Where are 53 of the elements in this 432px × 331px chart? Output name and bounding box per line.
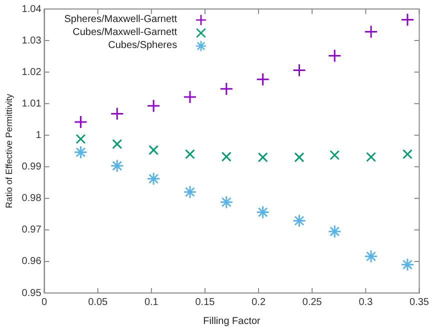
x-tick-label: 0.1: [144, 296, 159, 308]
y-tick-label: 1: [36, 130, 42, 141]
point: [183, 90, 197, 104]
point: [74, 115, 88, 129]
point: [400, 12, 414, 26]
point: [364, 250, 378, 264]
point: [110, 107, 124, 121]
point: [294, 152, 304, 162]
x-tick-label: 0: [41, 296, 48, 308]
legend-label: Spheres/Maxwell-Garnett: [64, 14, 178, 25]
point: [364, 24, 378, 38]
point: [220, 195, 234, 209]
legend-label: Cubes/Maxwell-Garnett: [72, 27, 178, 38]
point: [112, 139, 122, 150]
x-axis-title: Filling Factor: [203, 316, 262, 327]
y-tick-label: 0.97: [22, 224, 42, 236]
point: [292, 63, 306, 77]
x-tick-label: 0.15: [195, 296, 216, 308]
legend-label: Cubes/Spheres: [108, 40, 178, 51]
y-tick-label: 1.02: [22, 66, 42, 78]
x-tick-label: 0.35: [410, 296, 430, 308]
point: [330, 150, 340, 160]
point: [400, 258, 414, 272]
y-tick-label: 0.98: [22, 193, 42, 204]
y-tick-label: 1.04: [22, 4, 42, 15]
point: [148, 145, 159, 156]
point: [110, 159, 124, 173]
point: [258, 152, 268, 162]
y-axis-title: Ratio of Effective Permittivity: [4, 93, 14, 208]
point: [292, 214, 306, 228]
point: [146, 172, 160, 186]
point: [221, 152, 232, 162]
point: [183, 185, 197, 199]
y-tick-label: 0.95: [22, 288, 42, 299]
x-tick-label: 0.3: [358, 296, 374, 308]
x-tick-label: 0.2: [252, 296, 266, 308]
point: [256, 205, 270, 219]
point: [76, 134, 86, 144]
point: [328, 48, 342, 62]
x-tick-label: 0.05: [88, 296, 108, 308]
y-tick-label: 1.03: [22, 35, 42, 46]
point: [328, 224, 342, 238]
point: [146, 99, 160, 113]
x-tick-label: 0.25: [302, 296, 322, 308]
point: [402, 149, 412, 160]
point: [74, 146, 88, 160]
point: [256, 72, 270, 86]
point: [184, 149, 195, 160]
point: [220, 82, 234, 96]
y-tick-label: 0.96: [22, 256, 42, 268]
point: [366, 152, 376, 162]
y-tick-label: 1.01: [22, 98, 42, 110]
y-tick-label: 0.99: [22, 162, 42, 173]
